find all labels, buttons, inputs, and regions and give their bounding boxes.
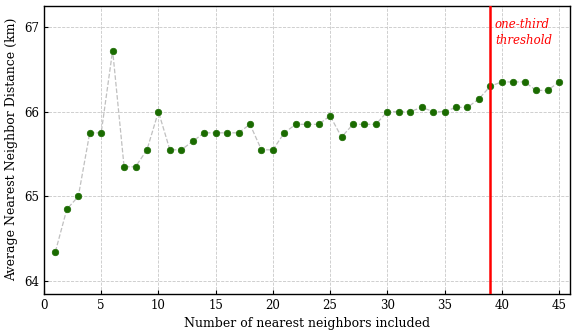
Point	[325, 113, 335, 119]
Point	[486, 83, 495, 89]
Point	[177, 147, 186, 153]
Point	[51, 249, 60, 254]
Point	[257, 147, 266, 153]
Point	[452, 105, 461, 110]
Point	[234, 130, 243, 135]
Point	[97, 130, 106, 135]
Point	[463, 105, 472, 110]
Point	[360, 122, 369, 127]
Point	[509, 79, 518, 85]
X-axis label: Number of nearest neighbors included: Number of nearest neighbors included	[184, 318, 430, 330]
Point	[417, 105, 426, 110]
Point	[302, 122, 312, 127]
Point	[554, 79, 563, 85]
Point	[154, 109, 163, 114]
Point	[142, 147, 151, 153]
Point	[337, 134, 346, 140]
Point	[85, 130, 94, 135]
Point	[280, 130, 289, 135]
Point	[200, 130, 209, 135]
Point	[108, 48, 118, 53]
Point	[348, 122, 358, 127]
Point	[119, 164, 128, 169]
Point	[543, 88, 552, 93]
Point	[314, 122, 323, 127]
Point	[211, 130, 220, 135]
Y-axis label: Average Nearest Neighbor Distance (km): Average Nearest Neighbor Distance (km)	[6, 18, 18, 282]
Point	[165, 147, 175, 153]
Point	[222, 130, 232, 135]
Point	[532, 88, 541, 93]
Point	[62, 207, 71, 212]
Point	[429, 109, 438, 114]
Point	[188, 139, 198, 144]
Text: one-third
threshold: one-third threshold	[495, 18, 552, 47]
Point	[497, 79, 506, 85]
Point	[474, 96, 483, 101]
Point	[520, 79, 529, 85]
Point	[406, 109, 415, 114]
Point	[372, 122, 381, 127]
Point	[268, 147, 278, 153]
Point	[245, 122, 255, 127]
Point	[440, 109, 449, 114]
Point	[291, 122, 300, 127]
Point	[131, 164, 140, 169]
Point	[394, 109, 403, 114]
Point	[382, 109, 392, 114]
Point	[74, 194, 83, 199]
